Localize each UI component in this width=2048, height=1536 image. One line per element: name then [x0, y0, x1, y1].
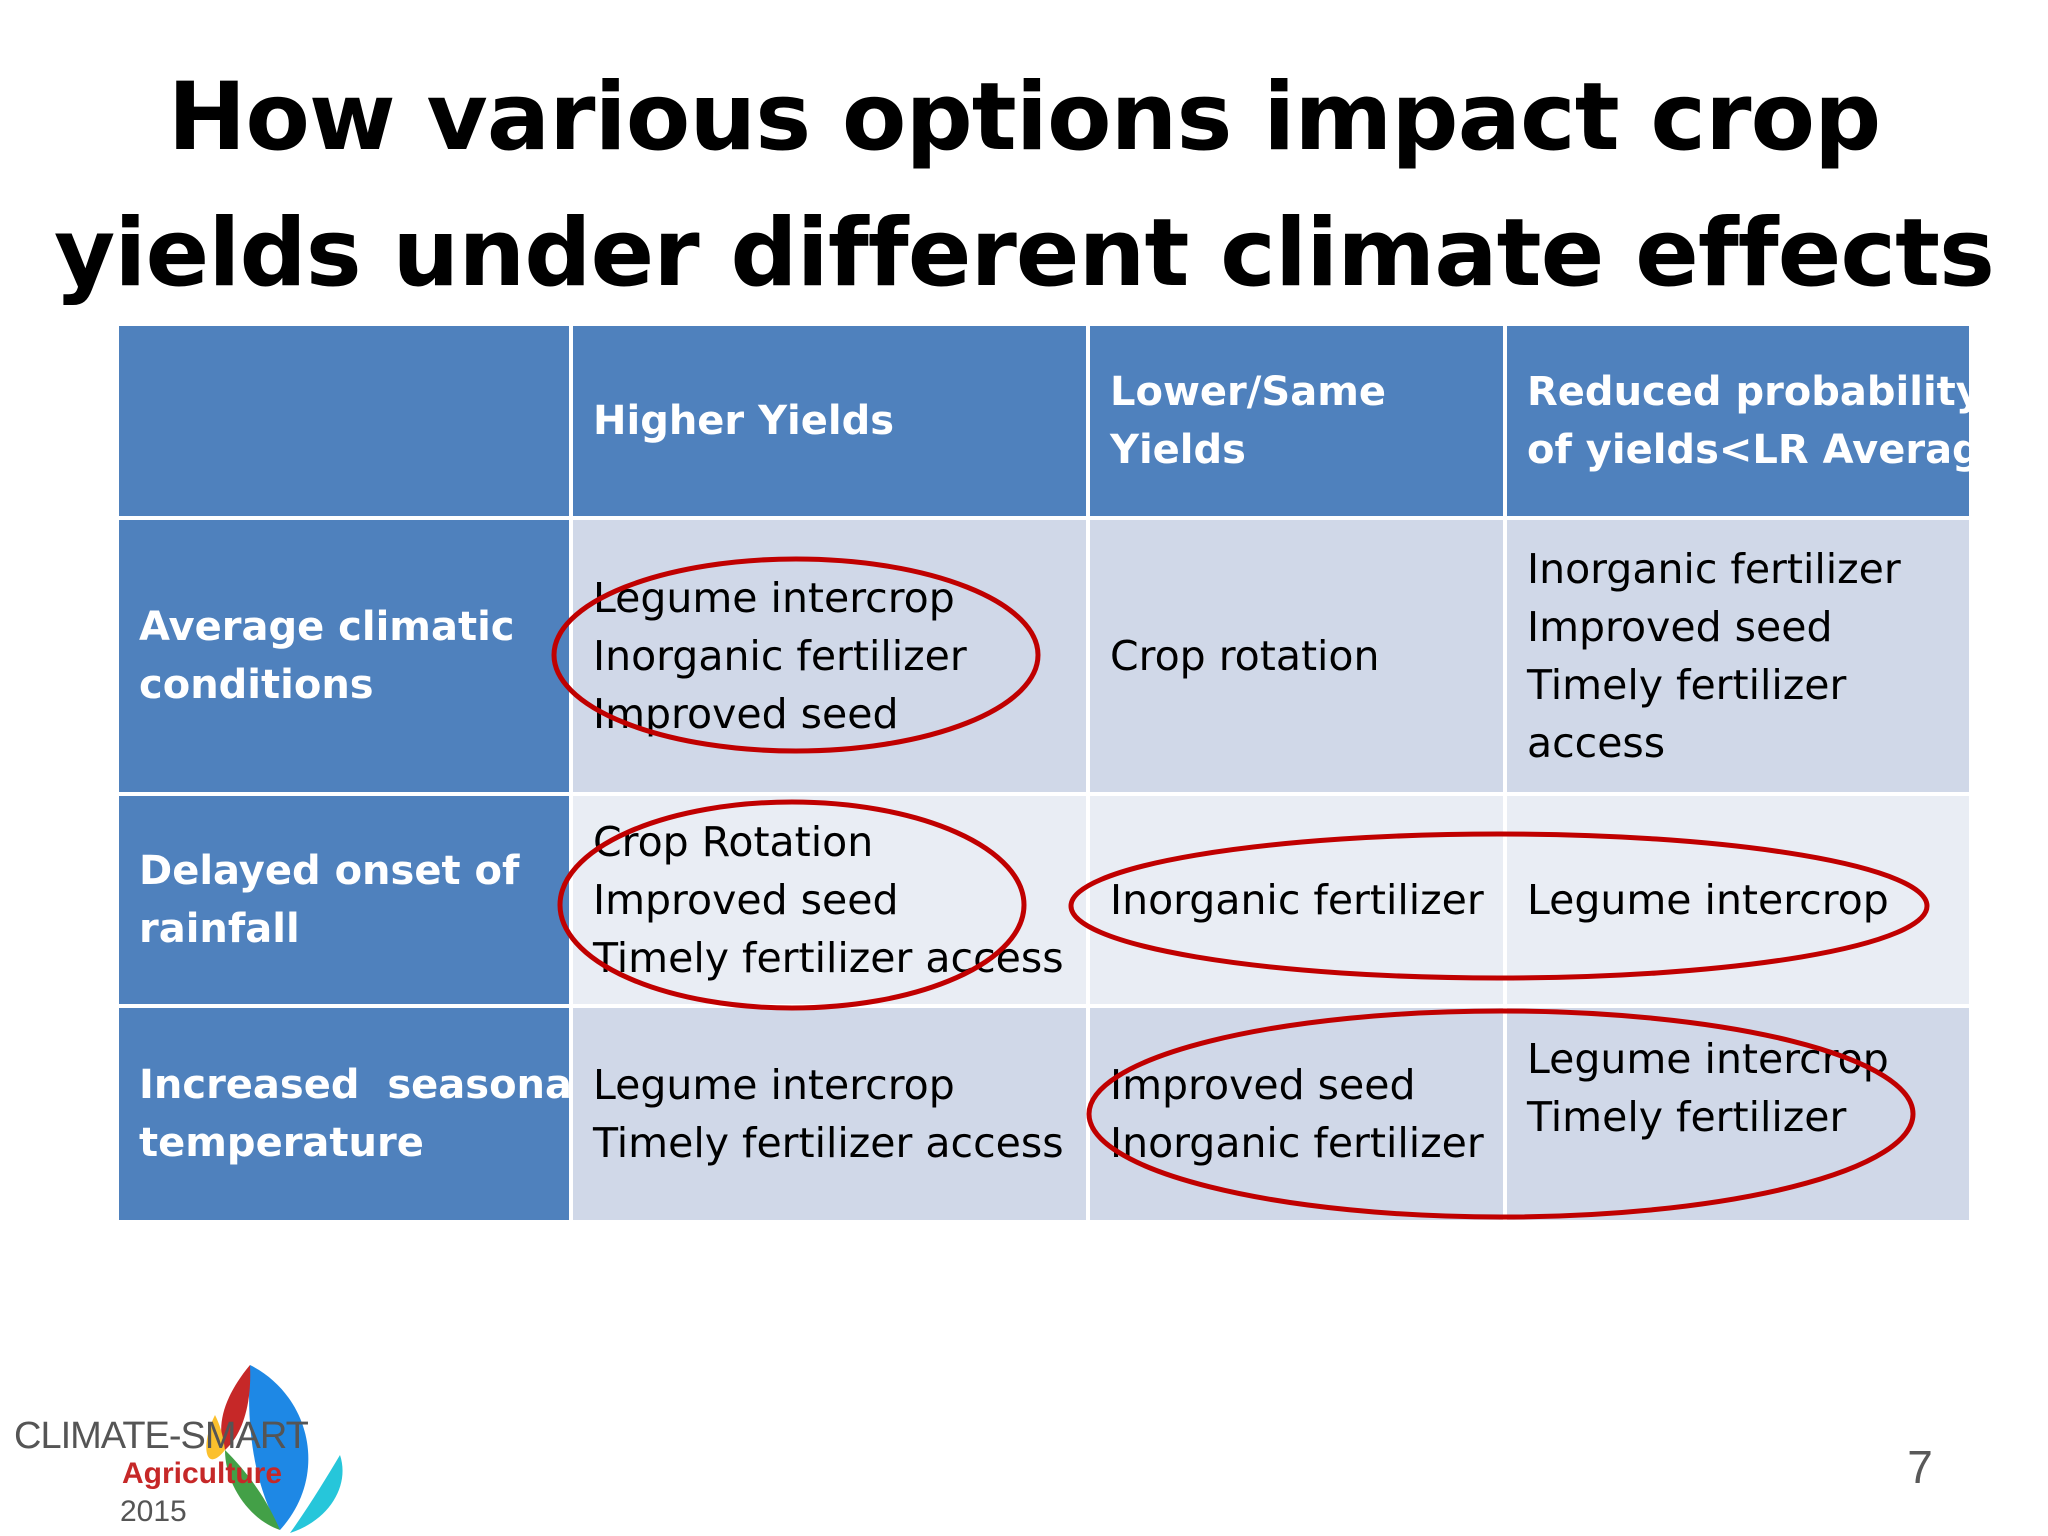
- cell-delayed-reduced: Legume intercrop: [1507, 796, 1969, 1004]
- cell-text: Timely fertilizer: [1527, 1093, 1847, 1141]
- cell-text: Inorganic fertilizer: [1527, 545, 1901, 593]
- cell-text: Legume intercrop: [1527, 876, 1889, 924]
- logo-text-year: 2015: [120, 1495, 187, 1528]
- options-table: Higher Yields Lower/Same Yields Reduced …: [119, 326, 2008, 1224]
- cell-text: Legume intercrop: [593, 574, 955, 622]
- cell-temperature-higher: Legume intercrop Timely fertilizer acces…: [573, 1008, 1086, 1220]
- row-label-text: Delayed onset of: [139, 848, 520, 894]
- cell-text: Improved seed: [593, 876, 899, 924]
- cell-text: Legume intercrop: [593, 1061, 955, 1109]
- cell-text: Legume intercrop: [1527, 1035, 1889, 1083]
- slide-title-line2: yields under different climate effects: [54, 199, 1995, 308]
- page-number: 7: [1907, 1441, 1933, 1493]
- row-label-text: rainfall: [139, 906, 300, 952]
- logo-text-agriculture: Agriculture: [122, 1457, 283, 1490]
- cell-text: Timely fertilizer access: [593, 934, 1064, 982]
- row-label-text: conditions: [139, 662, 374, 708]
- cell-average-lower: Crop rotation: [1090, 520, 1503, 792]
- cell-text: Inorganic fertilizer: [1110, 876, 1484, 924]
- row-label-text: Increased seasonal: [139, 1062, 586, 1108]
- cell-delayed-higher: Crop Rotation Improved seed Timely ferti…: [573, 796, 1086, 1004]
- header-text: of yields<LR Average: [1527, 427, 2008, 473]
- cell-text: Crop Rotation: [593, 818, 874, 866]
- logo-leaf-icon: [206, 1365, 343, 1533]
- cell-text: Crop rotation: [1110, 632, 1380, 680]
- row-label-delayed-rainfall: Delayed onset of rainfall: [119, 796, 569, 1004]
- cell-text: Inorganic fertilizer: [593, 632, 967, 680]
- table-header-higher-yields: Higher Yields: [573, 326, 1086, 516]
- slide-title-line1: How various options impact crop: [167, 63, 1882, 172]
- cell-text: Improved seed: [593, 690, 899, 738]
- row-label-text: temperature: [139, 1120, 424, 1166]
- row-label-text: Average climatic: [139, 604, 515, 650]
- cell-text: Timely fertilizer: [1527, 661, 1847, 709]
- logo-text-climate-smart: CLIMATE-SMART: [14, 1415, 309, 1457]
- cell-delayed-lower: Inorganic fertilizer: [1090, 796, 1503, 1004]
- cell-average-reduced: Inorganic fertilizer Improved seed Timel…: [1507, 520, 1969, 792]
- header-text: Lower/Same: [1110, 369, 1386, 415]
- cell-temperature-lower: Improved seed Inorganic fertilizer: [1090, 1008, 1503, 1220]
- cell-text: access: [1527, 719, 1666, 767]
- row-label-increased-temperature: Increased seasonal temperature: [119, 1008, 586, 1220]
- climate-smart-logo: CLIMATE-SMART Agriculture 2015: [10, 1355, 380, 1535]
- slide-title: How various options impact crop yields u…: [0, 50, 2048, 322]
- cell-temperature-reduced: Legume intercrop Timely fertilizer: [1507, 1008, 1969, 1220]
- header-text: Reduced probability: [1527, 369, 1982, 415]
- cell-text: Timely fertilizer access: [593, 1119, 1064, 1167]
- cell-text: Improved seed: [1110, 1061, 1416, 1109]
- header-text: Yields: [1110, 427, 1246, 473]
- header-text: Higher Yields: [593, 398, 895, 444]
- cell-text: Inorganic fertilizer: [1110, 1119, 1484, 1167]
- cell-average-higher: Legume intercrop Inorganic fertilizer Im…: [573, 520, 1086, 792]
- table-header-empty: [119, 326, 569, 516]
- row-label-average-climatic: Average climatic conditions: [119, 520, 569, 792]
- table-header-reduced-probability: Reduced probability of yields<LR Average: [1507, 326, 2008, 516]
- cell-text: Improved seed: [1527, 603, 1833, 651]
- table-header-lower-same-yields: Lower/Same Yields: [1090, 326, 1503, 516]
